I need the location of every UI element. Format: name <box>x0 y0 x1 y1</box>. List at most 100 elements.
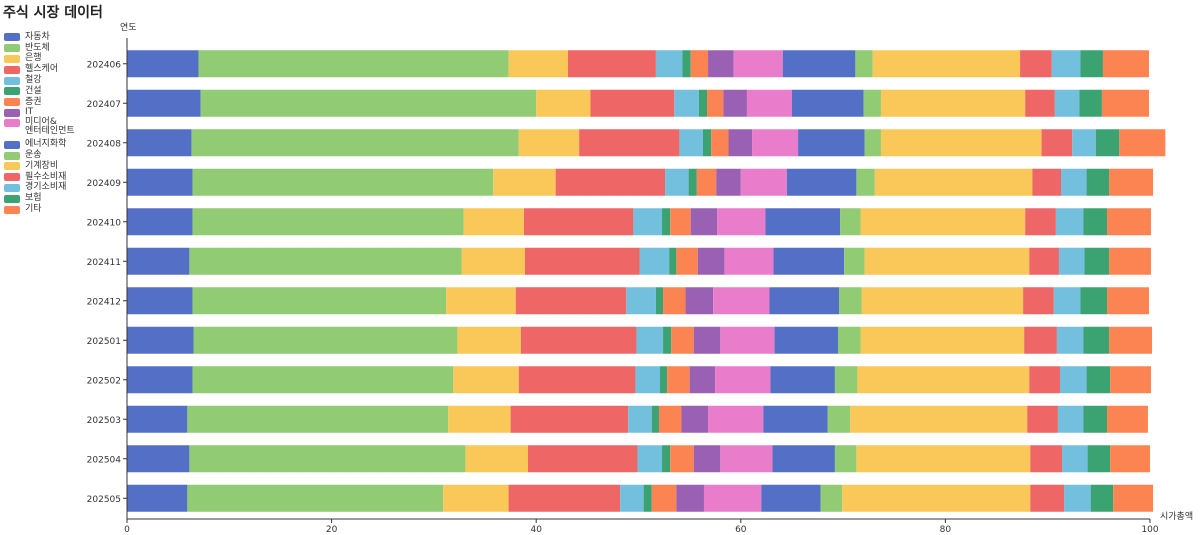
bar-segment <box>1086 366 1111 394</box>
bar-segment <box>1053 287 1081 315</box>
legend-item[interactable]: 자동차 <box>4 32 75 43</box>
bar-segment <box>192 208 464 236</box>
bar-segment <box>515 287 627 315</box>
bar-segment <box>1110 445 1150 473</box>
legend-item[interactable]: 기계장비 <box>4 161 75 172</box>
bar-segment <box>679 129 703 157</box>
bar-segment <box>193 326 458 354</box>
bar-segment <box>839 287 862 315</box>
bar-segment <box>651 405 659 433</box>
bar-segment <box>708 50 734 78</box>
bar-segment <box>200 89 537 117</box>
legend-swatch <box>4 108 20 117</box>
legend-item[interactable]: 철강 <box>4 75 75 86</box>
bar-segment <box>1109 168 1154 196</box>
legend-item[interactable]: 은행 <box>4 54 75 65</box>
bar-segment <box>127 50 199 78</box>
bar-segment <box>127 247 190 275</box>
legend-item[interactable]: 보험 <box>4 193 75 204</box>
legend-label: 자동차 <box>25 31 50 42</box>
bar-segment <box>127 484 188 512</box>
legend-swatch <box>4 205 20 214</box>
bar-segment <box>1107 287 1149 315</box>
bar-segment <box>523 208 634 236</box>
bar-segment <box>872 50 1021 78</box>
bar-segment <box>820 484 843 512</box>
bar-segment <box>837 326 861 354</box>
bar-segment <box>1080 50 1103 78</box>
legend-label: 미디어& 엔터테인먼트 <box>25 117 75 137</box>
legend-swatch <box>4 54 20 63</box>
bar-segment <box>520 326 637 354</box>
bar-segment <box>761 484 821 512</box>
legend-item[interactable]: IT <box>4 108 75 119</box>
legend-item[interactable]: 건설 <box>4 86 75 97</box>
bar-segment <box>1027 405 1058 433</box>
bar-segment <box>1107 405 1148 433</box>
bar-segment <box>1051 50 1081 78</box>
bar-segment <box>446 287 516 315</box>
legend-label: 운송 <box>25 150 42 161</box>
bar-segment <box>1113 484 1154 512</box>
legend-swatch <box>4 162 20 171</box>
bar-segment <box>791 89 864 117</box>
bar-segment <box>770 366 835 394</box>
bar-segment <box>127 326 194 354</box>
bar-segment <box>493 168 556 196</box>
bar-segment <box>620 484 644 512</box>
legend-item[interactable]: 필수소비재 <box>4 172 75 183</box>
bar-segment <box>626 287 656 315</box>
legend-item[interactable]: 헬스케어 <box>4 64 75 75</box>
legend-item[interactable]: 에너지화학 <box>4 139 75 150</box>
bar-segment <box>693 445 721 473</box>
bar-segment <box>662 208 671 236</box>
bar-segment <box>633 208 663 236</box>
bar-segment <box>655 287 664 315</box>
bar-segment <box>724 247 774 275</box>
bar-segment <box>1110 366 1152 394</box>
legend-item[interactable]: 미디어& 엔터테인먼트 <box>4 118 75 139</box>
y-tick-label: 202409 <box>87 179 122 189</box>
bar-segment <box>663 326 672 354</box>
legend-swatch <box>4 119 20 128</box>
bar-segment <box>861 287 1024 315</box>
bar-segment <box>856 168 875 196</box>
bar-segment <box>860 326 1025 354</box>
bar-segment <box>555 168 666 196</box>
legend-swatch <box>4 44 20 53</box>
x-tick-label: 0 <box>124 525 130 535</box>
bar-segment <box>1083 326 1110 354</box>
bar-segment <box>844 247 865 275</box>
bar-segment <box>1023 287 1054 315</box>
bar-segment <box>528 445 638 473</box>
bar-segment <box>685 287 714 315</box>
legend-label: 증권 <box>25 96 42 107</box>
bar-segment <box>127 445 190 473</box>
bar-segment <box>763 405 828 433</box>
bar-segment <box>198 50 509 78</box>
bar-segment <box>453 366 519 394</box>
bar-segment <box>676 484 704 512</box>
bar-segment <box>711 129 729 157</box>
legend-item[interactable]: 기타 <box>4 204 75 215</box>
bar-segment <box>1086 168 1110 196</box>
bar-segment <box>874 168 1033 196</box>
bar-segment <box>465 445 529 473</box>
legend-item[interactable]: 반도체 <box>4 43 75 54</box>
legend-swatch <box>4 140 20 149</box>
bar-segment <box>857 366 1030 394</box>
bar-segment <box>1029 247 1059 275</box>
bar-segment <box>1072 129 1096 157</box>
bar-segment <box>1032 168 1061 196</box>
legend-item[interactable]: 증권 <box>4 97 75 108</box>
legend-item[interactable]: 운송 <box>4 150 75 161</box>
bar-segment <box>782 50 856 78</box>
bar-segment <box>1059 366 1087 394</box>
legend-item[interactable]: 경기소비재 <box>4 183 75 194</box>
legend-label: 은행 <box>25 53 42 64</box>
bar-segment <box>665 168 689 196</box>
bar-segment <box>443 484 509 512</box>
bar-segment <box>127 366 193 394</box>
legend-swatch <box>4 151 20 160</box>
